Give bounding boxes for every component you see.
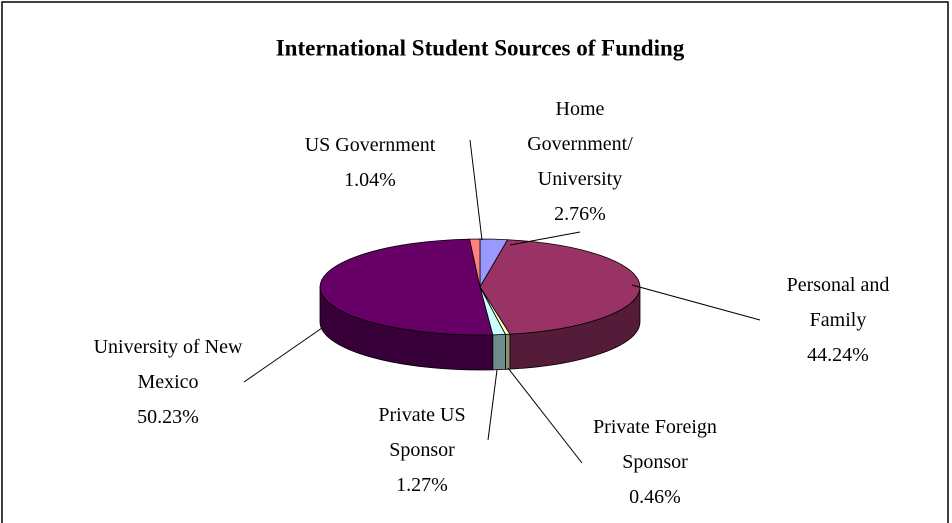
slice-label: University of New Mexico 50.23% [88,330,248,435]
slice-label: Private US Sponsor 1.27% [357,398,487,503]
leader-line [469,139,483,241]
category-name: University of New Mexico [93,336,243,393]
category-name: Personal and Family [786,274,890,331]
category-name: Home Government/ University [527,98,633,190]
slice-label: Personal and Family 44.24% [758,268,918,373]
slice-label: US Government 1.04% [270,128,470,198]
value-label: 1.27% [396,474,448,496]
slice [469,238,481,288]
slice-label: Private Foreign Sponsor 0.46% [565,410,745,515]
value-label: 0.46% [629,486,681,508]
leader-line [243,327,323,383]
slice-wall [492,333,506,371]
leader-line [487,369,498,441]
slice [319,238,494,336]
leader-line [631,284,761,321]
leader-line [509,231,581,246]
chart-title: International Student Sources of Funding [276,35,685,60]
slice [479,239,641,335]
category-name: US Government [304,134,436,156]
leader-line [507,367,583,464]
slice-wall [505,333,511,370]
value-label: 44.24% [807,344,869,366]
value-label: 1.04% [344,169,396,191]
category-name: Private US Sponsor [378,404,466,461]
value-label: 50.23% [137,406,199,428]
category-name: Private Foreign Sponsor [593,416,717,473]
value-label: 2.76% [554,203,606,225]
slice-label: Home Government/ University 2.76% [510,92,650,232]
